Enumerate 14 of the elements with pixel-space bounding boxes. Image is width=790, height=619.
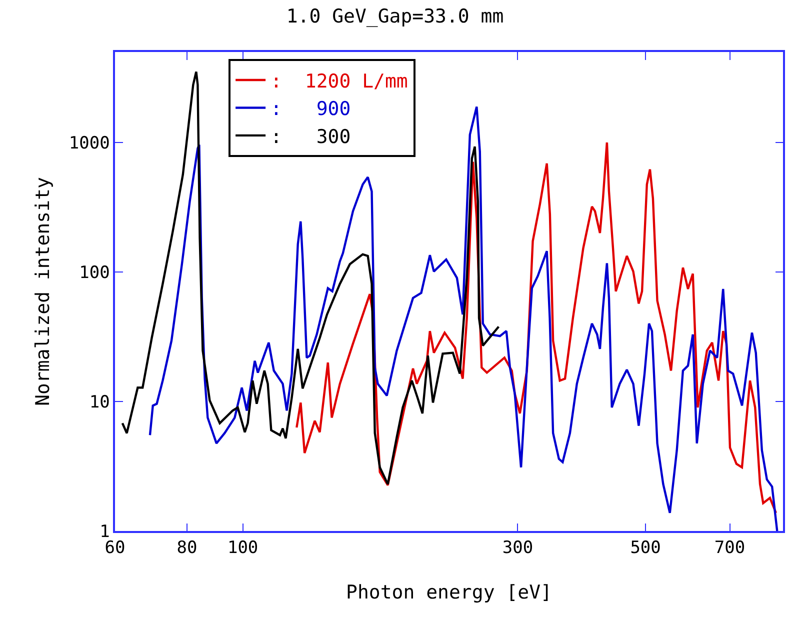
y-axis-title: Normalized intensity <box>32 177 54 406</box>
x-axis-title: Photon energy [eV] <box>346 581 552 604</box>
legend-label: : 900 <box>270 98 351 120</box>
x-tick-label: 100 <box>227 538 258 558</box>
y-tick-label: 1000 <box>68 133 110 154</box>
legend-label: : 300 <box>270 126 351 148</box>
x-tick-label: 500 <box>630 538 661 558</box>
x-tick-label: 80 <box>176 538 198 558</box>
legend-label: : 1200 L/mm <box>270 70 408 92</box>
chart-title: 1.0 GeV_Gap=33.0 mm <box>286 6 504 28</box>
x-tick-label: 300 <box>502 538 534 558</box>
y-tick-label: 10 <box>89 392 110 412</box>
x-tick-label: 700 <box>714 538 746 558</box>
y-tick-label: 100 <box>79 262 110 283</box>
